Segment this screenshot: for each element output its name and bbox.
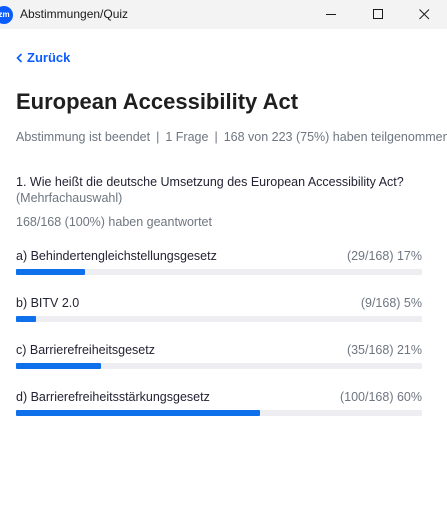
close-icon <box>419 9 430 20</box>
result-bar-track <box>16 269 422 275</box>
result-bar-fill <box>16 316 37 322</box>
maximize-icon <box>373 9 383 19</box>
poll-participation: 168 von 223 (75%) haben teilgenommen <box>223 130 447 144</box>
answer-option: c) Barrierefreiheitsgesetz (35/168) 21% <box>16 343 422 383</box>
answer-option: d) Barrierefreiheitsstärkungsgesetz (100… <box>16 390 422 430</box>
poll-meta: Abstimmung ist beendet | 1 Frage | 168 von 2… <box>16 130 447 146</box>
result-bar-fill <box>16 410 260 416</box>
meta-separator: | <box>214 130 218 144</box>
question-hint: (Mehrfachauswahl) <box>16 191 123 205</box>
page-title: European Accessibility Act <box>16 89 299 114</box>
meta-separator: | <box>156 130 160 144</box>
back-link-label: Zurück <box>27 50 71 65</box>
option-label: b) BITV 2.0 <box>16 296 80 310</box>
maximize-button[interactable] <box>355 0 401 29</box>
minimize-icon <box>326 14 336 15</box>
minimize-button[interactable] <box>308 0 354 29</box>
answer-option: a) Behindertengleichstellungsgesetz (29/… <box>16 249 422 289</box>
option-result: (100/168) 60% <box>339 390 422 404</box>
option-label: c) Barrierefreiheitsgesetz <box>16 343 155 357</box>
result-bar-track <box>16 410 422 416</box>
window-title: Abstimmungen/Quiz <box>20 7 129 21</box>
result-bar-fill <box>16 363 102 369</box>
result-bar-fill <box>16 269 86 275</box>
result-bar-track <box>16 363 422 369</box>
result-bar-track <box>16 316 422 322</box>
poll-status: Abstimmung ist beendet <box>16 130 151 144</box>
title-bar: zm Abstimmungen/Quiz <box>0 0 447 29</box>
option-label: d) Barrierefreiheitsstärkungsgesetz <box>16 390 210 404</box>
close-button[interactable] <box>401 0 447 29</box>
answer-option: b) BITV 2.0 (9/168) 5% <box>16 296 422 336</box>
option-result: (9/168) 5% <box>360 296 422 310</box>
chevron-left-icon <box>16 53 23 63</box>
question-text: 1. Wie heißt die deutsche Umsetzung des … <box>16 175 404 189</box>
option-label: a) Behindertengleichstellungsgesetz <box>16 249 217 263</box>
zoom-app-icon: zm <box>0 6 13 24</box>
poll-question-count: 1 Frage <box>165 130 209 144</box>
option-result: (29/168) 17% <box>346 249 422 263</box>
option-result: (35/168) 21% <box>346 343 422 357</box>
answered-summary: 168/168 (100%) haben geantwortet <box>16 215 212 229</box>
